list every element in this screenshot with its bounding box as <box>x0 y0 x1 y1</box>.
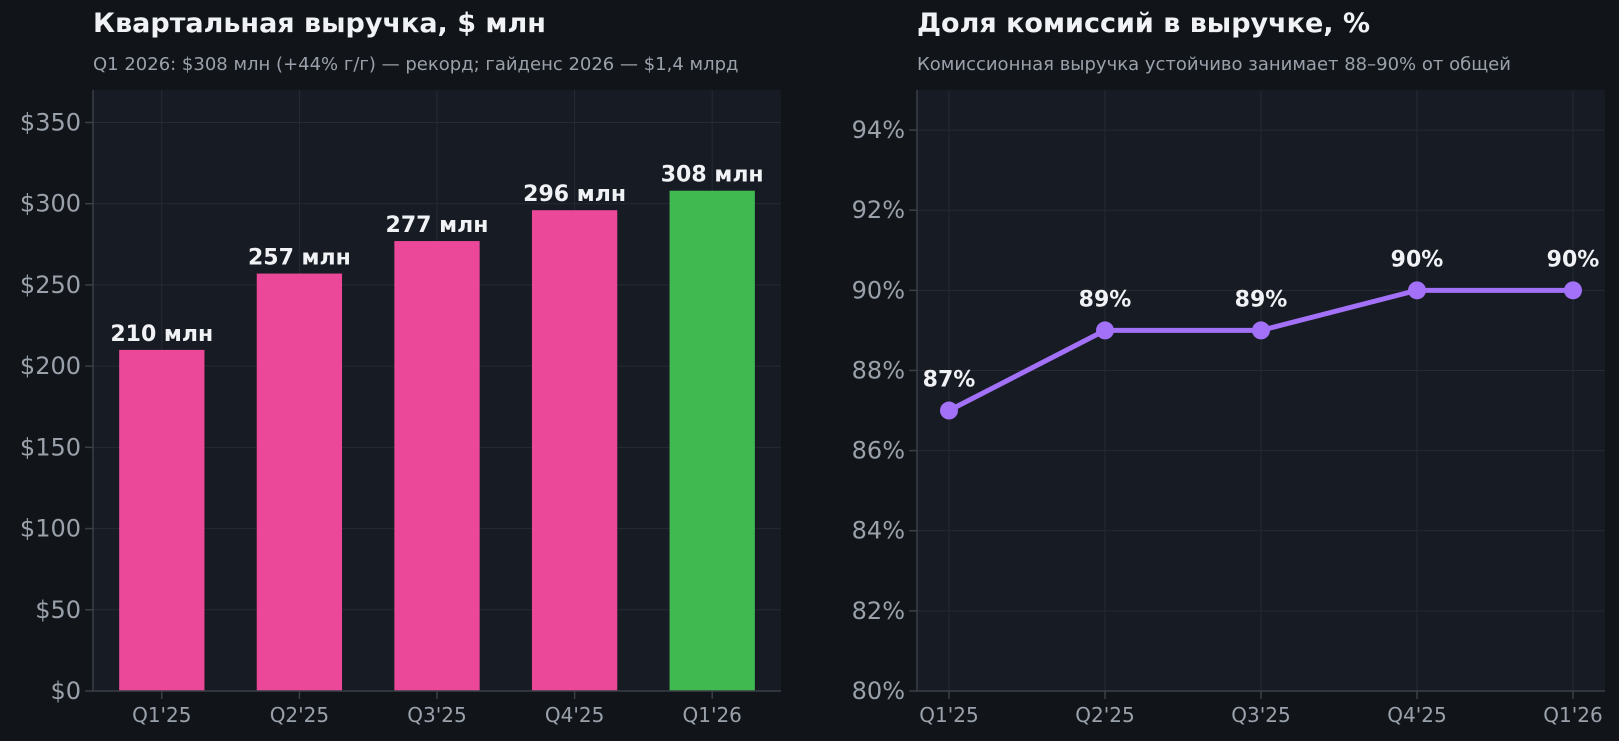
commission-point <box>1564 281 1582 300</box>
revenue-bar-label: 308 млн <box>661 163 764 188</box>
commission-ytick-label: 88% <box>852 356 905 384</box>
revenue-xtick-label: Q1'25 <box>132 703 191 727</box>
commission-ytick-label: 94% <box>852 116 905 144</box>
revenue-ytick-label: $350 <box>20 108 81 136</box>
revenue-ytick-label: $200 <box>20 352 81 380</box>
commission-ytick-label: 92% <box>852 196 905 224</box>
revenue-bar <box>119 349 205 691</box>
commission-ytick-label: 90% <box>852 276 905 304</box>
commission-xtick-label: Q4'25 <box>1387 703 1446 727</box>
revenue-bar <box>256 273 343 691</box>
commission-point-label: 89% <box>1235 287 1288 312</box>
commission-point-label: 90% <box>1547 247 1600 272</box>
commission-xtick-label: Q3'25 <box>1231 703 1290 727</box>
revenue-chart-subtitle: Q1 2026: $308 млн (+44% г/г) — рекорд; г… <box>93 54 739 75</box>
commission-ytick-label: 86% <box>852 437 905 465</box>
revenue-chart-title: Квартальная выручка, $ млн <box>93 8 546 39</box>
commission-point <box>1408 281 1426 300</box>
revenue-ytick-label: $0 <box>50 677 81 705</box>
revenue-bar-label: 277 млн <box>386 213 489 238</box>
commission-point-label: 90% <box>1391 247 1444 272</box>
revenue-xtick-label: Q1'26 <box>682 703 741 727</box>
commission-ytick-label: 84% <box>852 517 905 545</box>
revenue-bar-label: 296 млн <box>523 182 626 207</box>
commission-plot: 80% 82% 84% 86% 88% 90% 92% 94% 87% 89% 89% 90% 90% Q… <box>852 90 1605 727</box>
commission-chart-title: Доля комиссий в выручке, % <box>917 8 1371 39</box>
revenue-xtick-label: Q4'25 <box>545 703 604 727</box>
commission-chart-subtitle: Комиссионная выручка устойчиво занимает … <box>917 54 1511 75</box>
commission-point-label: 87% <box>923 368 976 393</box>
revenue-plot: $0 $50 $100 $150 $200 $250 $300 $350 210 млн 257 … <box>20 90 781 727</box>
revenue-bar <box>394 241 480 691</box>
revenue-xtick-label: Q2'25 <box>270 703 329 727</box>
commission-xtick-label: Q1'25 <box>919 703 978 727</box>
commission-ytick-label: 80% <box>852 677 905 705</box>
revenue-bar-label: 210 млн <box>110 322 213 347</box>
commission-point <box>940 401 958 420</box>
revenue-ytick-label: $300 <box>20 190 81 218</box>
commission-point-label: 89% <box>1079 287 1132 312</box>
commission-point <box>1252 321 1270 340</box>
revenue-bar <box>669 190 755 691</box>
revenue-ytick-label: $250 <box>20 271 81 299</box>
revenue-bar-label: 257 млн <box>248 246 351 271</box>
revenue-ytick-label: $100 <box>20 515 81 543</box>
revenue-ytick-label: $50 <box>35 596 81 624</box>
revenue-xtick-label: Q3'25 <box>407 703 466 727</box>
commission-xtick-label: Q1'26 <box>1543 703 1602 727</box>
commission-point <box>1096 321 1114 340</box>
commission-ytick-label: 82% <box>852 597 905 625</box>
revenue-ytick-label: $150 <box>20 433 81 461</box>
revenue-bar <box>531 210 618 691</box>
commission-xtick-label: Q2'25 <box>1075 703 1134 727</box>
